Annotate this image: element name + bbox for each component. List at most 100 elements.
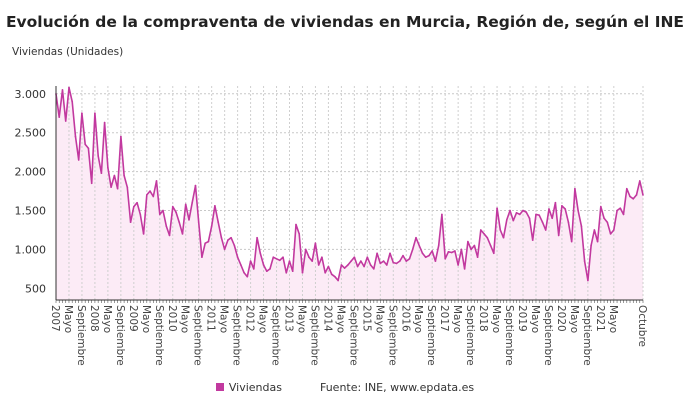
data-point [457, 264, 459, 266]
x-tick-label: 2019 [516, 305, 528, 332]
chart-title: Evolución de la compraventa de viviendas… [5, 13, 685, 31]
data-point [155, 180, 158, 182]
x-tick-label: 2010 [166, 305, 178, 332]
data-point [496, 207, 498, 209]
data-point [149, 190, 151, 192]
data-point [613, 229, 615, 231]
data-point [253, 268, 255, 270]
data-point [246, 275, 249, 278]
series-line-viviendas [55, 86, 644, 282]
data-point [376, 252, 378, 255]
x-tick-label: Octubre [636, 305, 648, 347]
x-tick-label: Septiembre [308, 305, 320, 366]
data-point [632, 198, 635, 200]
data-point [480, 229, 482, 231]
data-point [262, 264, 265, 266]
data-point [535, 213, 537, 216]
data-point [557, 234, 560, 237]
data-point [210, 225, 213, 227]
data-point [353, 256, 356, 259]
data-point [90, 182, 93, 185]
x-tick-label: 2007 [49, 305, 61, 332]
data-point [418, 244, 421, 247]
x-tick-label: 2016 [399, 305, 411, 332]
data-point [450, 251, 453, 254]
data-point [136, 201, 138, 204]
data-point [554, 201, 557, 204]
data-point [574, 187, 576, 190]
data-point [278, 259, 281, 262]
x-tick-label: 2013 [283, 305, 295, 332]
data-point [538, 214, 541, 216]
data-point [71, 100, 74, 103]
data-point [499, 229, 502, 231]
data-point [638, 180, 641, 182]
x-tick-label: Septiembre [464, 305, 476, 366]
data-point [272, 256, 275, 259]
data-point [431, 250, 433, 252]
data-point [515, 212, 518, 214]
data-point [162, 209, 164, 212]
x-tick-label: Septiembre [581, 305, 593, 366]
data-point [603, 217, 605, 220]
data-point [152, 195, 155, 198]
data-point [236, 256, 239, 259]
x-tick-label: Mayo [412, 305, 424, 333]
data-point [291, 270, 294, 273]
y-tick-label: 2.000 [15, 166, 47, 179]
x-tick-label: Mayo [568, 305, 580, 333]
data-point [395, 262, 398, 265]
data-point [126, 186, 129, 188]
data-point [178, 221, 181, 223]
data-point [421, 252, 424, 255]
data-point [619, 207, 622, 209]
data-point [64, 120, 67, 122]
y-tick-label: 3.000 [15, 88, 47, 101]
data-point [402, 254, 404, 257]
data-point [61, 89, 64, 91]
data-point [129, 221, 132, 223]
x-tick-label: Septiembre [542, 305, 554, 366]
data-point [288, 260, 291, 262]
data-point [256, 236, 258, 239]
data-point [441, 213, 443, 216]
data-point [590, 244, 592, 247]
data-point [282, 256, 284, 259]
data-point [518, 213, 521, 216]
data-point [476, 256, 479, 259]
data-point [489, 244, 492, 247]
data-point [285, 271, 288, 274]
data-point [188, 219, 190, 221]
data-point [249, 260, 252, 262]
data-point [369, 264, 372, 266]
data-point [486, 236, 489, 239]
data-point [408, 257, 411, 260]
data-point [146, 194, 148, 196]
x-tick-label: Mayo [334, 305, 346, 333]
data-point [84, 143, 86, 146]
data-point [217, 221, 219, 223]
data-point [321, 256, 323, 259]
data-point [317, 264, 320, 266]
y-tick-label: 500 [25, 282, 46, 295]
data-point [184, 203, 187, 206]
data-point [58, 116, 61, 118]
data-point [570, 240, 573, 243]
data-point [197, 221, 200, 223]
data-point [609, 233, 612, 235]
data-point [564, 208, 566, 210]
data-point [347, 264, 349, 266]
data-point [337, 279, 339, 282]
x-tick-label: 2014 [321, 305, 333, 332]
data-point [113, 174, 116, 177]
data-point [330, 273, 333, 276]
data-point [437, 244, 440, 247]
data-point [415, 236, 417, 239]
data-point [454, 250, 456, 252]
data-point [175, 211, 177, 213]
data-point [596, 240, 599, 243]
data-point [201, 256, 203, 259]
data-point [483, 233, 485, 235]
data-point [531, 239, 534, 241]
x-tick-label: Mayo [451, 305, 463, 333]
